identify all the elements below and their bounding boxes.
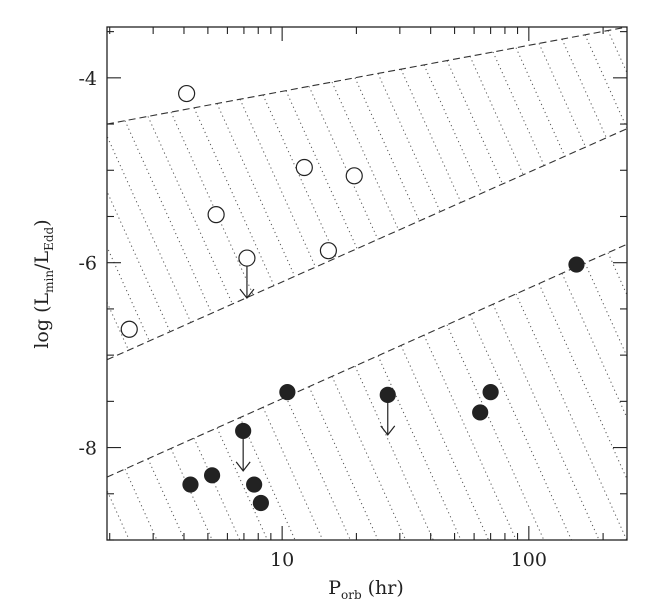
x-axis-ticks <box>109 27 604 540</box>
x-axis-label: Porb (hr) <box>328 577 404 602</box>
band-upper-hatch-line <box>216 103 320 332</box>
band-lower-hatch-line <box>107 489 112 540</box>
band-upper-hatch-line <box>262 94 361 311</box>
band-upper-hatch-line <box>331 81 422 280</box>
band-upper-hatch-line <box>239 99 341 321</box>
band-upper-hatch-line <box>538 43 605 188</box>
band-upper-hatch <box>107 26 654 360</box>
band-upper-hatch-line <box>107 133 178 360</box>
band-lower-hatch-line <box>631 242 654 560</box>
filled-point <box>203 467 221 484</box>
band-upper-hatch-line <box>423 64 503 240</box>
open-point <box>295 158 313 177</box>
filled-point <box>235 422 252 440</box>
filled-point <box>379 386 396 403</box>
band-upper-hatch-line <box>193 107 300 342</box>
y-tick-label-1: -6 <box>78 253 97 275</box>
upper-limit-arrow-head <box>380 425 396 436</box>
band-lower-hatch-line <box>538 283 627 540</box>
band-lower-hatch-line <box>170 448 222 540</box>
y-tick-label-0: -4 <box>78 68 97 90</box>
open-point <box>178 84 196 103</box>
band-upper-hatch-line <box>561 38 625 178</box>
band-upper-hatch-line <box>377 73 463 260</box>
band-lower-hatch-line <box>107 479 139 540</box>
open-point <box>207 206 225 224</box>
band-lower-hatch-line <box>515 293 627 540</box>
band-lower-hatch-line <box>331 376 416 540</box>
band-lower-hatch-line <box>400 345 499 540</box>
band-upper-top-edge <box>107 27 627 125</box>
band-upper-hatch-line <box>584 34 627 168</box>
band-lower-hatch-line <box>492 304 609 540</box>
filled-point <box>472 404 489 421</box>
x-tick-label-0: 10 <box>270 549 294 571</box>
upper-limit-arrow-head <box>235 461 251 472</box>
band-upper-hatch-line <box>400 68 483 250</box>
band-upper-hatch-line <box>107 146 117 360</box>
band-lower-hatch-line <box>262 407 333 540</box>
band-lower-hatch-line <box>561 273 627 540</box>
band-upper-hatch-line <box>107 141 137 360</box>
data-points <box>120 84 585 512</box>
band-lower-hatch-line <box>33 510 55 560</box>
band-upper-hatch-line <box>492 51 564 209</box>
open-point <box>319 242 338 260</box>
y-axis-ticks <box>107 31 627 541</box>
filled-point <box>568 256 585 273</box>
band-lower-hatch-line <box>308 386 388 540</box>
band-upper-hatch-line <box>631 26 654 147</box>
band-upper-hatch-line <box>446 60 524 229</box>
band-upper-hatch-line <box>147 116 259 360</box>
band-upper-bottom-edge <box>107 128 627 361</box>
band-upper-hatch-line <box>107 124 219 360</box>
band-lower-hatch-line <box>147 458 195 540</box>
band-lower-hatch-line <box>377 355 471 540</box>
y-axis-tick-labels: -4 -6 -8 <box>78 68 97 460</box>
band-lower-hatch-line <box>10 521 28 560</box>
band-upper-hatch-line <box>607 30 627 158</box>
band-upper-hatch-line <box>354 77 442 270</box>
y-tick-label-2: -8 <box>78 438 97 460</box>
band-upper-hatch-line <box>308 86 402 291</box>
band-lower-hatch-line <box>56 500 83 560</box>
open-point <box>345 167 363 185</box>
band-lower-hatch-line <box>446 324 554 540</box>
filled-point <box>482 384 499 401</box>
band-lower-hatch-line <box>285 396 360 540</box>
band-lower-hatch <box>10 242 654 560</box>
upper-limit-arrow-head <box>239 288 255 300</box>
band-lower-top-edge <box>107 243 627 478</box>
band-lower-hatch-line <box>124 468 167 540</box>
filled-point <box>252 494 269 512</box>
open-point <box>238 249 256 267</box>
band-lower-hatch-line <box>607 252 627 540</box>
filled-point <box>279 384 296 401</box>
band-upper-hatch-line <box>285 90 381 301</box>
y-axis-label: log (Lmin/LEdd) <box>31 219 56 348</box>
band-lower-hatch-line <box>469 314 581 540</box>
band-lower-hatch-line <box>423 334 526 540</box>
band-upper-hatch-line <box>124 120 239 360</box>
band-lower-hatch-line <box>193 437 250 540</box>
band-upper-hatch-line <box>515 47 585 199</box>
filled-point <box>182 476 199 493</box>
plot-frame <box>106 26 628 541</box>
open-point <box>120 320 138 338</box>
band-lower-hatch-line <box>354 365 443 540</box>
x-axis-tick-labels: 10 100 <box>270 549 547 571</box>
confidence-bands <box>10 26 654 560</box>
filled-point <box>246 476 263 493</box>
band-lower-hatch-line <box>584 262 627 540</box>
x-tick-label-1: 100 <box>511 549 547 571</box>
band-upper-hatch-line <box>469 56 544 219</box>
band-upper-hatch-line <box>170 111 280 352</box>
